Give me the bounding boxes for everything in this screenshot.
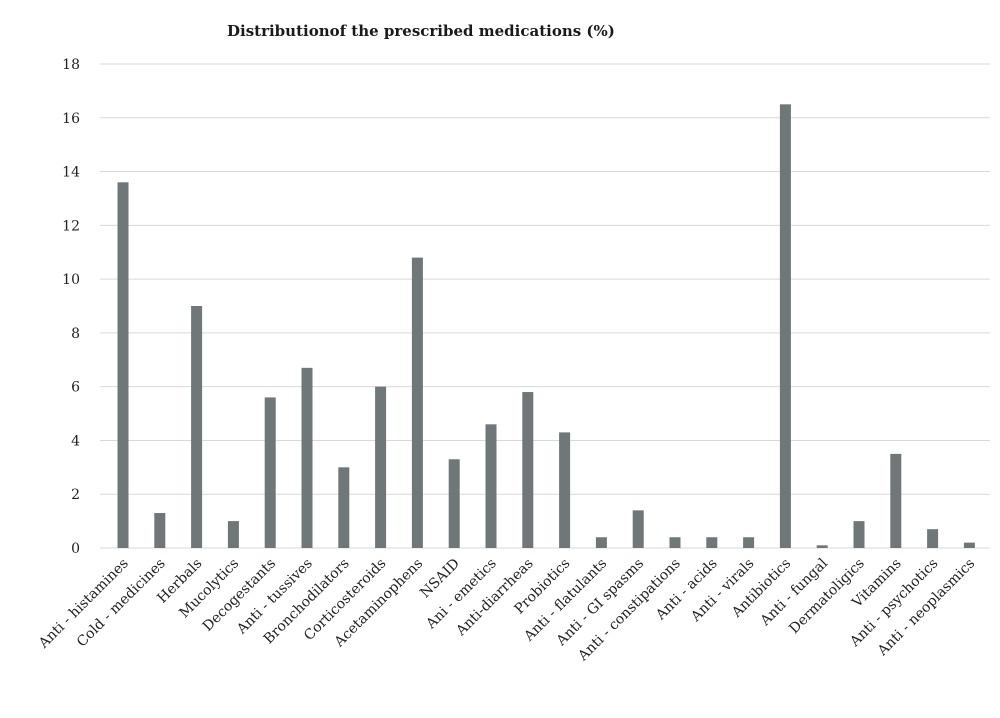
bar bbox=[264, 397, 276, 548]
bar bbox=[559, 432, 571, 548]
bar bbox=[669, 537, 681, 548]
bar bbox=[595, 537, 607, 548]
y-tick-label: 8 bbox=[71, 326, 80, 342]
chart-title: Distributionof the prescribed medication… bbox=[227, 22, 615, 40]
bar bbox=[743, 537, 755, 548]
y-tick-label: 12 bbox=[62, 218, 80, 234]
y-tick-label: 18 bbox=[62, 57, 80, 73]
y-tick-label: 4 bbox=[71, 433, 80, 449]
bar bbox=[706, 537, 718, 548]
bar bbox=[448, 459, 460, 548]
y-tick-label: 10 bbox=[62, 272, 80, 288]
bar bbox=[927, 529, 939, 548]
bar bbox=[191, 306, 203, 548]
y-tick-label: 0 bbox=[71, 541, 80, 557]
bar bbox=[227, 521, 239, 548]
bar bbox=[890, 453, 902, 548]
bar bbox=[853, 521, 865, 548]
bar bbox=[816, 545, 828, 548]
y-tick-label: 14 bbox=[62, 165, 80, 181]
bar bbox=[375, 386, 387, 548]
y-tick-label: 6 bbox=[71, 380, 80, 396]
bar bbox=[522, 392, 534, 548]
bar bbox=[154, 513, 166, 548]
bars bbox=[117, 104, 975, 549]
bar bbox=[301, 367, 313, 548]
bar bbox=[632, 510, 644, 548]
bar bbox=[117, 182, 129, 549]
bar bbox=[338, 467, 350, 548]
bar bbox=[411, 257, 423, 548]
bar bbox=[779, 104, 791, 548]
y-tick-label: 16 bbox=[62, 111, 80, 127]
y-tick-label: 2 bbox=[71, 487, 80, 503]
bar bbox=[485, 424, 497, 548]
gridlines bbox=[100, 63, 990, 549]
y-axis-ticks: 0 2 4 6 8 10 12 14 16 18 bbox=[62, 57, 80, 557]
bar bbox=[963, 542, 975, 548]
